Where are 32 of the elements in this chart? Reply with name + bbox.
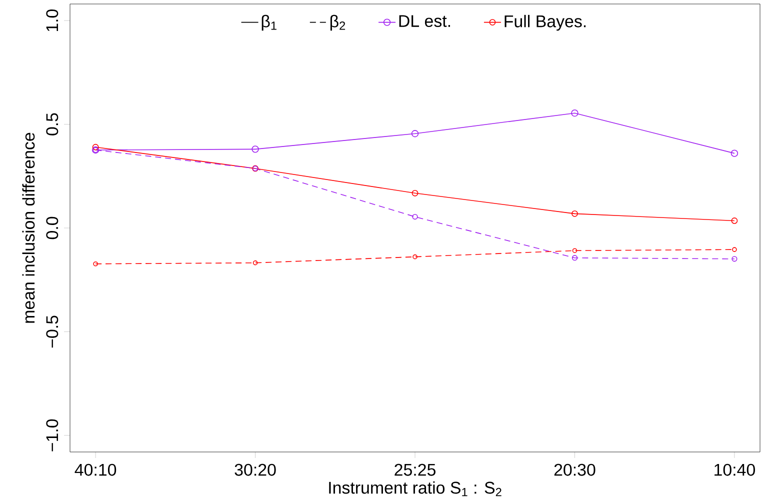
- point: [412, 214, 418, 220]
- point: [572, 210, 578, 217]
- x-tick-label: 10:40: [714, 464, 755, 476]
- point: [732, 256, 738, 262]
- point: [572, 248, 578, 253]
- point: [412, 254, 418, 260]
- point: [572, 255, 578, 261]
- legend-label: DL est.: [399, 15, 450, 28]
- annotation: β$_{1}$: [262, 14, 276, 31]
- y-tick-label: −0.5: [46, 316, 58, 348]
- point: [93, 261, 98, 266]
- x-axis-title: Instrument ratio S$_{1}$ : S$_{2}$: [329, 481, 502, 496]
- point: [252, 146, 259, 153]
- point: [732, 247, 737, 252]
- point: [411, 130, 419, 138]
- point: [731, 218, 738, 224]
- legend-label: Full Bayes.: [504, 14, 586, 31]
- y-tick-label: −1.0: [46, 419, 58, 452]
- y-tick-label: 0.0: [46, 216, 58, 240]
- x-tick-label: 20:30: [554, 464, 596, 476]
- x-tick-label: 25:25: [394, 464, 436, 476]
- point: [412, 190, 418, 196]
- annotation: β$_{2}$: [330, 14, 346, 31]
- point: [92, 144, 99, 150]
- y-axis-title: mean inclusion difference: [22, 132, 35, 323]
- x-tick-label: 30:20: [234, 464, 276, 476]
- point: [571, 109, 578, 117]
- point: [252, 260, 258, 266]
- y-tick-label: 1.0: [46, 9, 58, 32]
- y-tick-label: 0.5: [46, 113, 58, 136]
- x-tick-label: 40:10: [74, 464, 116, 476]
- point: [730, 150, 738, 157]
